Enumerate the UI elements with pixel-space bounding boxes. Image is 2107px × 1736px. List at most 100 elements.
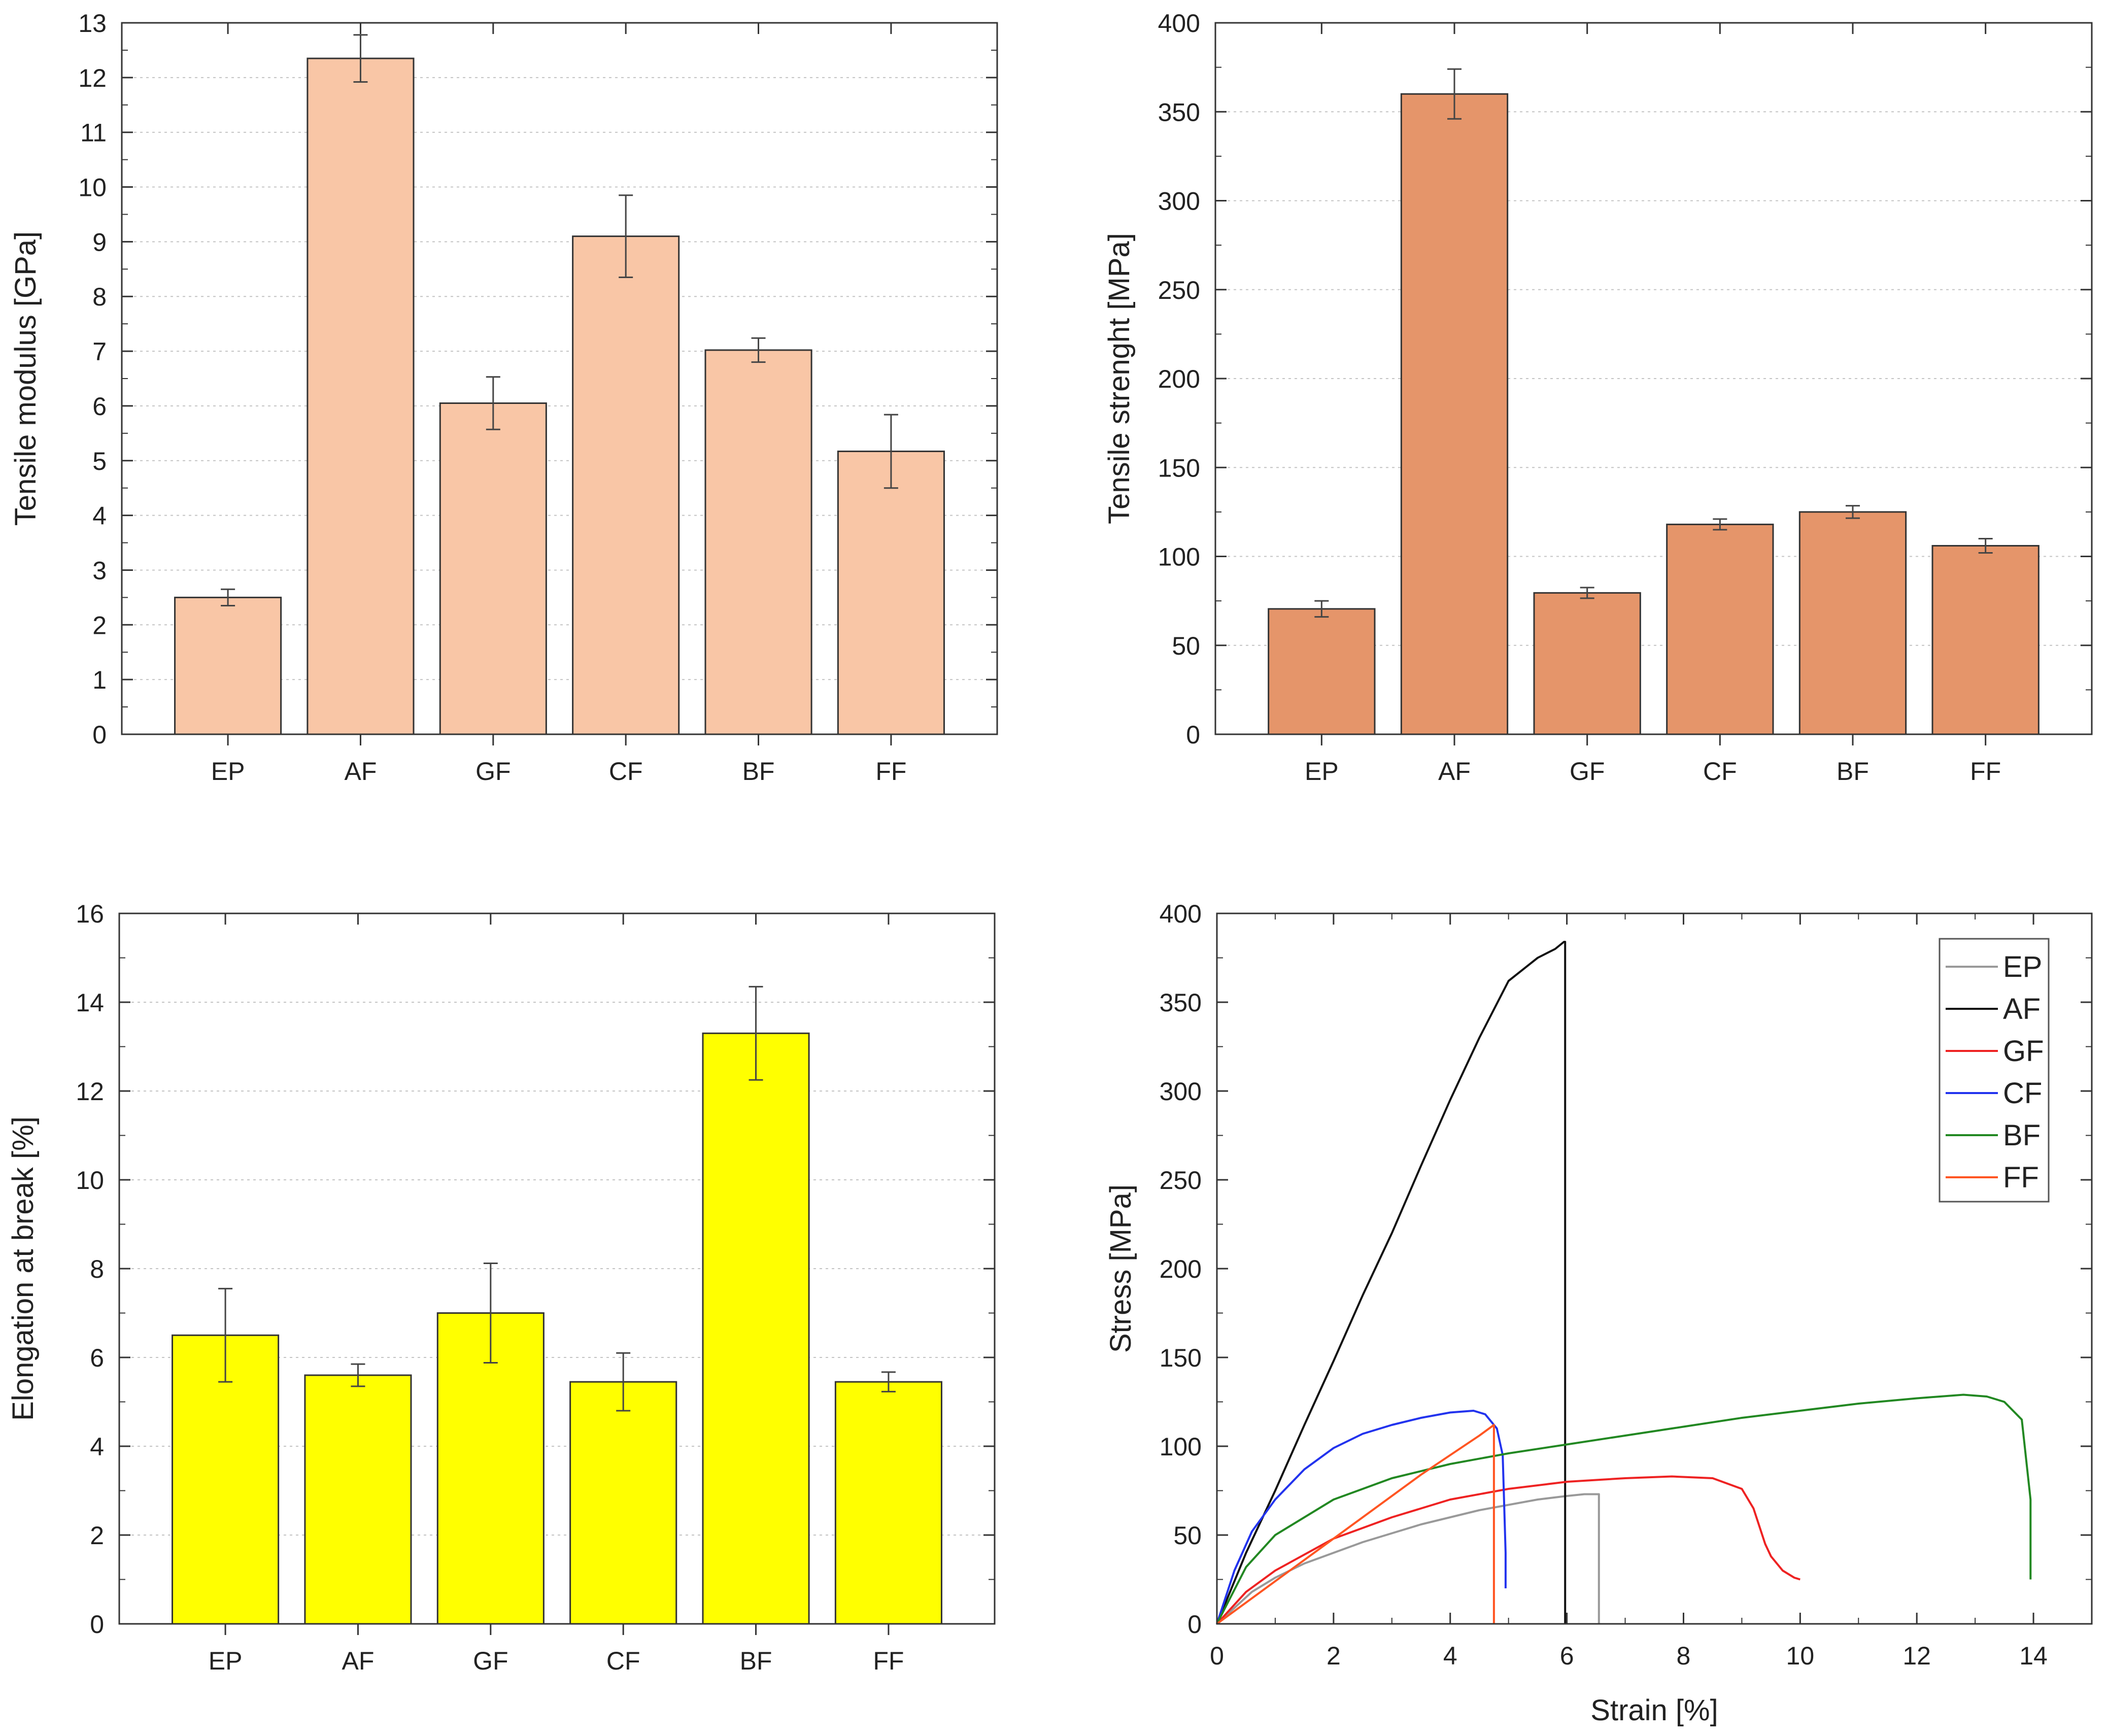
y-tick-label: 6	[90, 1344, 104, 1372]
series-line-gf	[1216, 1475, 1800, 1625]
y-tick-label: 10	[76, 1166, 104, 1195]
y-tick-label: 50	[1172, 632, 1200, 660]
legend-label-gf: GF	[2003, 1035, 2044, 1068]
x-tick-label: EP	[211, 757, 245, 786]
y-tick-label: 150	[1160, 1344, 1202, 1372]
y-axis-title: Tensile modulus [GPa]	[9, 231, 42, 526]
legend-label-ep: EP	[2003, 950, 2042, 983]
y-tick-label: 6	[92, 392, 107, 421]
y-tick-label: 2	[92, 611, 107, 639]
y-tick-label: 13	[78, 9, 107, 38]
bar-ep	[174, 596, 282, 735]
bar-ep	[172, 1334, 280, 1625]
y-tick-label: 200	[1158, 365, 1200, 393]
x-tick-label: FF	[1970, 757, 2001, 786]
tensile-strength-chart: 0 50 100 150 200 250 300 350 400 Tensile strenght…	[1103, 9, 2093, 786]
y-tick-label: 100	[1160, 1433, 1202, 1461]
y-tick-label: 11	[80, 119, 107, 147]
y-tick-label: 3	[92, 556, 107, 585]
y-tick-label: 9	[92, 228, 107, 256]
y-axis-title: Tensile strenght [MPa]	[1103, 233, 1136, 524]
x-axis-title: Strain [%]	[1590, 1694, 1718, 1727]
x-tick-label: EP	[1305, 757, 1339, 786]
bar-cf	[569, 1381, 677, 1625]
y-tick-label: 16	[76, 900, 104, 928]
y-tick-label: 0	[90, 1610, 104, 1639]
y-tick-label: 8	[90, 1255, 104, 1283]
y-tick-label: 50	[1173, 1521, 1202, 1550]
y-tick-label: 5	[92, 447, 107, 475]
bar-cf	[572, 235, 680, 735]
stress-strain-chart: 0 50 100 150 200 250 300 350 400 Stress [MPa] 0 2 4 6…	[1104, 900, 2093, 1727]
bar-ff	[1931, 544, 2040, 735]
x-tick-label: 8	[1677, 1642, 1691, 1670]
bar-cf	[1666, 523, 1774, 735]
plot-frame	[1214, 22, 2093, 735]
bar-ep	[1268, 608, 1376, 735]
plot-frame	[118, 912, 996, 1625]
y-tick-label: 300	[1160, 1077, 1202, 1106]
x-tick-label: 2	[1327, 1642, 1341, 1670]
x-tick-label: 14	[2019, 1642, 2048, 1670]
bar-gf	[1533, 592, 1641, 735]
x-tick-label: GF	[473, 1647, 508, 1675]
x-tick-label: FF	[873, 1647, 904, 1675]
bar-bf	[702, 1032, 810, 1625]
y-tick-label: 350	[1160, 989, 1202, 1017]
y-tick-label: 14	[76, 989, 104, 1017]
bar-gf	[436, 1312, 545, 1625]
y-tick-label: 0	[92, 721, 107, 749]
x-tick-label: AF	[342, 1647, 375, 1675]
bar-af	[1400, 93, 1509, 735]
legend-label-af: AF	[2003, 993, 2041, 1026]
x-tick-label: GF	[1570, 757, 1605, 786]
x-tick-label: 10	[1786, 1642, 1815, 1670]
bar-af	[304, 1374, 412, 1625]
legend-label-ff: FF	[2003, 1161, 2039, 1194]
x-tick-label: BF	[1837, 757, 1869, 786]
bar-ff	[834, 1381, 942, 1625]
x-tick-label: 12	[1902, 1642, 1931, 1670]
y-tick-label: 7	[92, 337, 107, 366]
y-tick-label: 350	[1158, 98, 1200, 126]
series-line-ff	[1216, 1424, 1495, 1625]
x-tick-label: AF	[345, 757, 377, 786]
y-tick-label: 0	[1186, 721, 1200, 749]
y-tick-label: 400	[1160, 900, 1202, 928]
plot-frame	[121, 22, 998, 735]
y-tick-label: 200	[1160, 1255, 1202, 1283]
x-tick-label: 6	[1560, 1642, 1574, 1670]
legend-label-cf: CF	[2003, 1077, 2042, 1110]
bar-ff	[837, 450, 945, 735]
y-tick-label: 0	[1187, 1610, 1202, 1639]
plot-frame	[1216, 912, 2093, 1625]
y-tick-label: 100	[1158, 543, 1200, 571]
y-tick-label: 8	[92, 283, 107, 311]
x-tick-label: EP	[209, 1647, 243, 1675]
y-tick-label: 400	[1158, 9, 1200, 38]
y-tick-label: 250	[1158, 276, 1200, 304]
y-tick-label: 12	[78, 64, 107, 92]
y-axis-title: Stress [MPa]	[1104, 1184, 1137, 1353]
y-tick-label: 10	[78, 174, 107, 202]
x-tick-label: CF	[609, 757, 643, 786]
y-tick-label: 1	[92, 666, 107, 694]
series-line-bf	[1216, 1393, 2032, 1624]
x-tick-label: BF	[742, 757, 775, 786]
x-tick-label: AF	[1438, 757, 1471, 786]
bar-af	[307, 57, 415, 735]
y-tick-label: 2	[90, 1521, 104, 1550]
bar-bf	[1798, 511, 1907, 735]
y-tick-label: 250	[1160, 1166, 1202, 1195]
y-axis-title: Elongation at break [%]	[7, 1116, 40, 1421]
y-tick-label: 12	[76, 1077, 104, 1106]
series-line-cf	[1216, 1410, 1507, 1624]
x-tick-label: FF	[875, 757, 906, 786]
series-line-af	[1216, 941, 1567, 1624]
bar-gf	[439, 402, 547, 735]
legend-box	[1939, 938, 2050, 1203]
x-tick-label: GF	[475, 757, 511, 786]
x-tick-label: CF	[1703, 757, 1737, 786]
